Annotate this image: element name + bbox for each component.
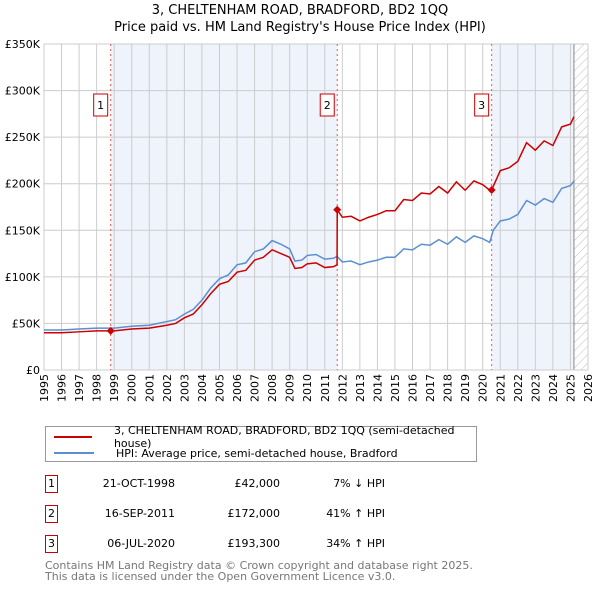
x-tick-label: 2000 <box>126 374 139 402</box>
sale-label-box <box>93 93 109 117</box>
x-tick-label: 2026 <box>582 374 595 402</box>
sale-point <box>106 326 115 335</box>
x-tick-label: 1998 <box>91 374 104 402</box>
transaction-row: 1 21-OCT-1998 £42,000 7% ↓ HPI <box>45 475 445 493</box>
x-tick-label: 1997 <box>73 374 86 402</box>
x-tick-label: 2012 <box>336 374 349 402</box>
legend-hpi-swatch <box>54 452 94 454</box>
x-tick-label: 2014 <box>371 374 384 402</box>
transaction-price: £42,000 <box>234 477 281 490</box>
transaction-date: 06-JUL-2020 <box>107 537 175 550</box>
y-tick-label: £0 <box>26 364 40 377</box>
x-tick-label: 2015 <box>389 374 402 402</box>
forecast-hatch <box>573 44 588 370</box>
y-tick-label: £250K <box>5 131 41 144</box>
price-chart: 1995 1996 1997 1998 1999 2000 2001 2002 2003 2004… <box>5 38 595 402</box>
transaction-date: 21-OCT-1998 <box>102 477 175 490</box>
footer: Contains HM Land Registry data © Crown c… <box>45 560 473 582</box>
x-tick-label: 2005 <box>213 374 226 402</box>
plot-frame <box>43 43 589 371</box>
chart-title: 3, CHELTENHAM ROAD, BRADFORD, BD2 1QQ <box>151 3 449 18</box>
transaction-badge: 2 <box>45 505 58 523</box>
x-tick-label: 2013 <box>354 374 367 402</box>
y-tick-label: £50K <box>12 317 41 330</box>
legend-hpi-label: HPI: Average price, semi-detached house,… <box>116 446 398 460</box>
x-tick-label: 2003 <box>178 374 191 402</box>
transaction-hpi-diff: 34% ↑ HPI <box>326 537 385 550</box>
transaction-row: 3 06-JUL-2020 £193,300 34% ↑ HPI <box>45 535 445 553</box>
transaction-date: 16-SEP-2011 <box>104 507 175 520</box>
y-tick-label: £350K <box>5 38 41 51</box>
x-tick-label: 2025 <box>564 374 577 402</box>
shaded-region <box>491 44 574 370</box>
x-tick-label: 2011 <box>319 374 332 402</box>
x-tick-label: 2016 <box>407 374 420 402</box>
chart-subtitle: Price paid vs. HM Land Registry's House … <box>114 20 486 35</box>
footer-copyright: Contains HM Land Registry data © Crown c… <box>45 559 473 572</box>
transaction-badge: 1 <box>45 475 58 493</box>
x-tick-label: 2018 <box>442 374 455 402</box>
x-tick-label: 2021 <box>494 374 507 402</box>
transaction-hpi-diff: 7% ↓ HPI <box>333 477 385 490</box>
y-tick-label: £200K <box>5 178 41 191</box>
x-tick-label: 2022 <box>512 374 525 402</box>
legend: 3, CHELTENHAM ROAD, BRADFORD, BD2 1QQ (s… <box>45 424 477 462</box>
x-tick-label: 2020 <box>477 374 490 402</box>
sale-point <box>487 185 496 194</box>
sale-point <box>333 205 342 214</box>
x-tick-label: 2001 <box>143 374 156 402</box>
y-tick-label: £300K <box>5 85 41 98</box>
transaction-hpi-diff: 41% ↑ HPI <box>326 507 385 520</box>
sale-label: 2 <box>324 99 331 112</box>
x-tick-label: 2023 <box>529 374 542 402</box>
transaction-row: 2 16-SEP-2011 £172,000 41% ↑ HPI <box>45 505 445 523</box>
shaded-region <box>110 44 338 370</box>
x-tick-label: 2007 <box>249 374 262 402</box>
sale-label: 1 <box>97 99 104 112</box>
property-price-line <box>44 116 575 334</box>
x-tick-label: 1995 <box>38 374 51 402</box>
x-tick-label: 2008 <box>266 374 279 402</box>
sale-label: 3 <box>478 99 485 112</box>
x-tick-label: 2006 <box>231 374 244 402</box>
x-tick-label: 1996 <box>56 374 69 402</box>
x-tick-label: 2004 <box>196 374 209 402</box>
sale-label-box <box>474 93 490 117</box>
transaction-badge: 3 <box>45 535 58 553</box>
x-tick-label: 2009 <box>284 374 297 402</box>
x-tick-label: 2002 <box>161 374 174 402</box>
sale-label-box <box>319 93 335 117</box>
x-tick-label: 2024 <box>547 374 560 402</box>
x-tick-label: 2010 <box>301 374 314 402</box>
transaction-price: £172,000 <box>227 507 281 520</box>
legend-property-label: 3, CHELTENHAM ROAD, BRADFORD, BD2 1QQ (s… <box>113 424 455 450</box>
x-tick-label: 1999 <box>108 374 121 402</box>
legend-property-swatch <box>54 436 92 438</box>
y-tick-label: £150K <box>5 224 41 237</box>
x-tick-label: 2019 <box>459 374 472 402</box>
x-tick-label: 2017 <box>424 374 437 402</box>
footer-licence: This data is licensed under the Open Gov… <box>45 570 396 583</box>
transaction-price: £193,300 <box>227 537 281 550</box>
y-tick-label: £100K <box>5 271 41 284</box>
